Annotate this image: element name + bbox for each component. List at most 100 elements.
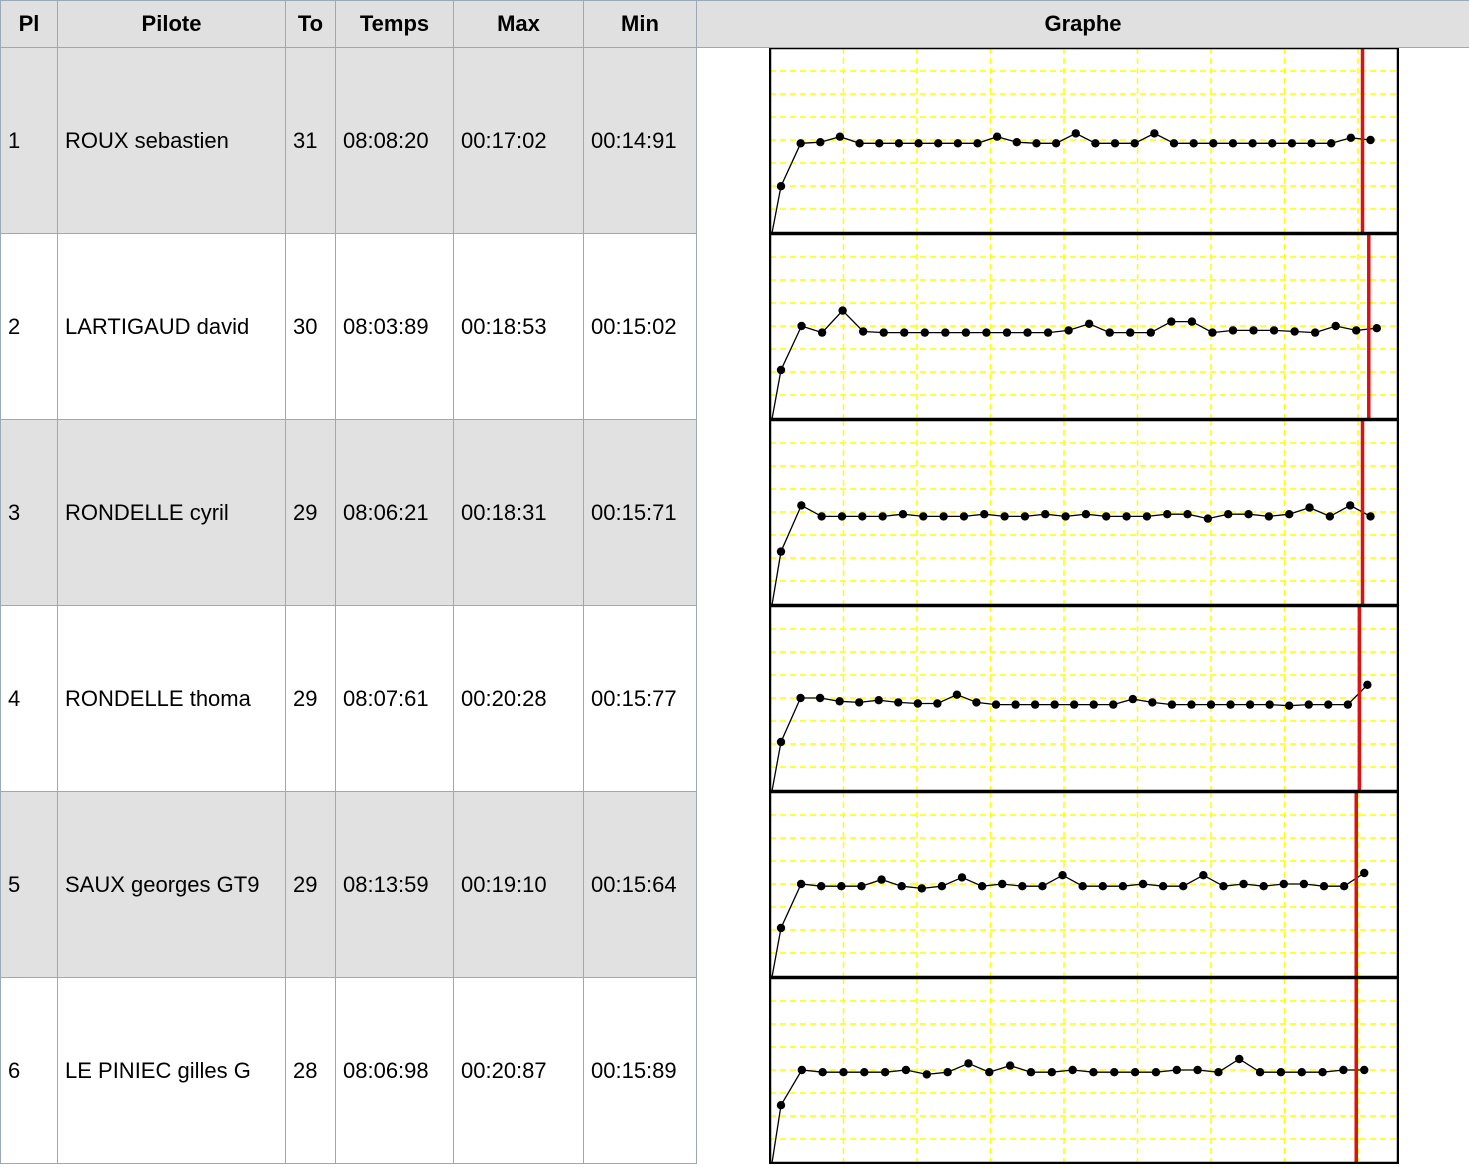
data-point	[1179, 881, 1188, 890]
data-point	[980, 509, 989, 518]
col-header-max[interactable]: Max	[453, 0, 584, 48]
data-point	[1167, 699, 1177, 709]
cell-min: 00:14:91	[583, 47, 697, 234]
cell-graphe	[696, 47, 1469, 234]
col-header-temps[interactable]: Temps	[335, 0, 454, 48]
data-point	[1255, 1067, 1265, 1076]
data-point	[796, 879, 806, 888]
table-row[interactable]: 2 LARTIGAUD david 30 08:03:89 00:18:53 0…	[0, 233, 1469, 420]
data-point	[1064, 325, 1073, 335]
data-point	[1118, 881, 1128, 890]
data-point	[1346, 133, 1356, 142]
data-point	[985, 1067, 994, 1076]
data-point	[1209, 139, 1218, 148]
cell-to: 31	[285, 47, 336, 234]
data-point	[797, 1065, 807, 1074]
data-point	[1146, 327, 1155, 337]
cell-graphe	[696, 233, 1469, 420]
data-point	[982, 327, 991, 337]
data-point	[1102, 511, 1111, 521]
data-point	[835, 132, 845, 141]
table-row[interactable]: 3 RONDELLE cyril 29 08:06:21 00:18:31 00…	[0, 419, 1469, 606]
cell-max: 00:20:87	[453, 977, 584, 1164]
table-row[interactable]: 1 ROUX sebastien 31 08:08:20 00:17:02 00…	[0, 47, 1469, 234]
cell-min: 00:15:71	[583, 419, 697, 606]
data-point	[1128, 694, 1138, 703]
col-header-pl[interactable]: Pl	[0, 0, 58, 48]
table-row[interactable]: 6 LE PINIEC gilles G 28 08:06:98 00:20:8…	[0, 977, 1469, 1164]
table-row[interactable]: 5 SAUX georges GT9 29 08:13:59 00:19:10 …	[0, 791, 1469, 978]
data-point	[957, 872, 967, 882]
col-header-graphe[interactable]: Graphe	[696, 0, 1469, 48]
data-point	[1098, 881, 1107, 890]
data-point	[1208, 327, 1217, 337]
data-point	[1130, 139, 1139, 148]
lap-chart	[769, 419, 1399, 606]
data-point	[1041, 509, 1050, 518]
data-point	[1172, 1065, 1181, 1074]
data-point	[875, 139, 884, 148]
data-point	[776, 737, 786, 746]
data-point	[837, 881, 846, 890]
cell-temps: 08:03:89	[335, 233, 454, 420]
data-point	[1226, 699, 1235, 709]
header-row: Pl Pilote To Temps Max Min Graphe	[0, 0, 1469, 48]
data-point	[1110, 1067, 1119, 1076]
data-point	[838, 305, 847, 315]
data-point	[973, 139, 982, 148]
chart-background	[769, 233, 1399, 420]
data-point	[796, 693, 805, 702]
data-point	[1051, 139, 1061, 148]
cell-pl: 1	[0, 47, 58, 234]
data-point	[977, 881, 987, 890]
cell-temps: 08:13:59	[335, 791, 454, 978]
data-point	[934, 139, 943, 148]
table-row[interactable]: 4 RONDELLE thoma 29 08:07:61 00:20:28 00…	[0, 605, 1469, 792]
data-point	[797, 500, 806, 510]
data-point	[922, 1069, 932, 1079]
data-point	[1091, 139, 1100, 148]
data-point	[1151, 1067, 1161, 1076]
data-point	[1061, 511, 1070, 521]
data-point	[1047, 1067, 1056, 1076]
data-point	[1245, 699, 1255, 709]
data-point	[858, 326, 868, 336]
data-point	[1279, 879, 1288, 888]
data-point	[1206, 699, 1216, 709]
data-point	[1325, 511, 1335, 521]
data-point	[858, 511, 867, 521]
data-point	[776, 923, 786, 932]
data-point	[897, 881, 906, 890]
data-point	[1142, 511, 1152, 521]
data-point	[1032, 139, 1041, 148]
data-point	[1327, 139, 1336, 148]
data-point	[1339, 1065, 1348, 1074]
cell-temps: 08:06:98	[335, 977, 454, 1164]
data-point	[1150, 129, 1159, 138]
data-point	[959, 511, 969, 521]
data-point	[919, 511, 928, 521]
cell-max: 00:17:02	[453, 47, 584, 234]
cell-pilote: LARTIGAUD david	[57, 233, 286, 420]
data-point	[1012, 138, 1022, 147]
col-header-pilote[interactable]: Pilote	[57, 0, 286, 48]
chart-frame	[769, 419, 1399, 606]
col-header-to[interactable]: To	[285, 0, 336, 48]
data-point	[839, 1067, 848, 1076]
data-point	[1318, 1067, 1327, 1076]
data-point	[1105, 327, 1114, 337]
col-header-min[interactable]: Min	[583, 0, 697, 48]
lap-chart	[769, 605, 1399, 792]
data-point	[1224, 509, 1233, 518]
data-point	[776, 1100, 786, 1109]
cell-pl: 5	[0, 791, 58, 978]
data-point	[776, 546, 786, 556]
data-point	[1109, 699, 1118, 709]
data-point	[898, 509, 908, 518]
data-point	[1276, 1067, 1286, 1076]
data-point	[835, 696, 844, 705]
data-point	[1285, 509, 1294, 518]
data-point	[1290, 326, 1299, 336]
data-point	[1363, 680, 1372, 689]
data-point	[1284, 701, 1294, 710]
